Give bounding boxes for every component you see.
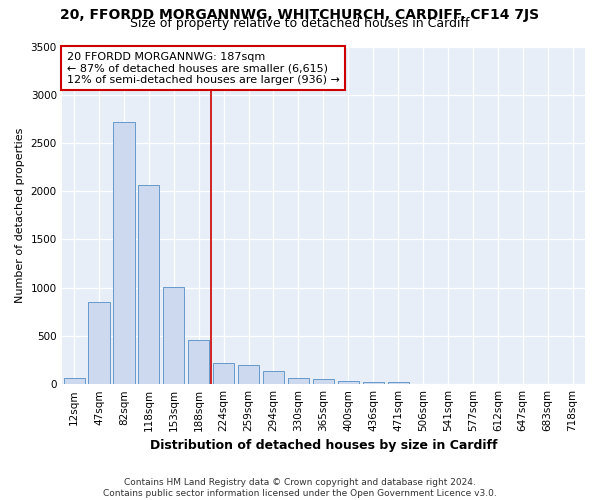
- Bar: [338, 382, 359, 384]
- Bar: [313, 379, 334, 384]
- X-axis label: Distribution of detached houses by size in Cardiff: Distribution of detached houses by size …: [149, 440, 497, 452]
- Y-axis label: Number of detached properties: Number of detached properties: [15, 128, 25, 303]
- Bar: [88, 302, 110, 384]
- Bar: [113, 122, 134, 384]
- Bar: [238, 365, 259, 384]
- Bar: [163, 286, 184, 384]
- Text: 20 FFORDD MORGANNWG: 187sqm
← 87% of detached houses are smaller (6,615)
12% of : 20 FFORDD MORGANNWG: 187sqm ← 87% of det…: [67, 52, 340, 85]
- Bar: [388, 382, 409, 384]
- Bar: [263, 370, 284, 384]
- Text: 20, FFORDD MORGANNWG, WHITCHURCH, CARDIFF, CF14 7JS: 20, FFORDD MORGANNWG, WHITCHURCH, CARDIF…: [61, 8, 539, 22]
- Text: Contains HM Land Registry data © Crown copyright and database right 2024.
Contai: Contains HM Land Registry data © Crown c…: [103, 478, 497, 498]
- Text: Size of property relative to detached houses in Cardiff: Size of property relative to detached ho…: [130, 18, 470, 30]
- Bar: [188, 340, 209, 384]
- Bar: [362, 382, 384, 384]
- Bar: [213, 363, 234, 384]
- Bar: [288, 378, 309, 384]
- Bar: [138, 186, 160, 384]
- Bar: [64, 378, 85, 384]
